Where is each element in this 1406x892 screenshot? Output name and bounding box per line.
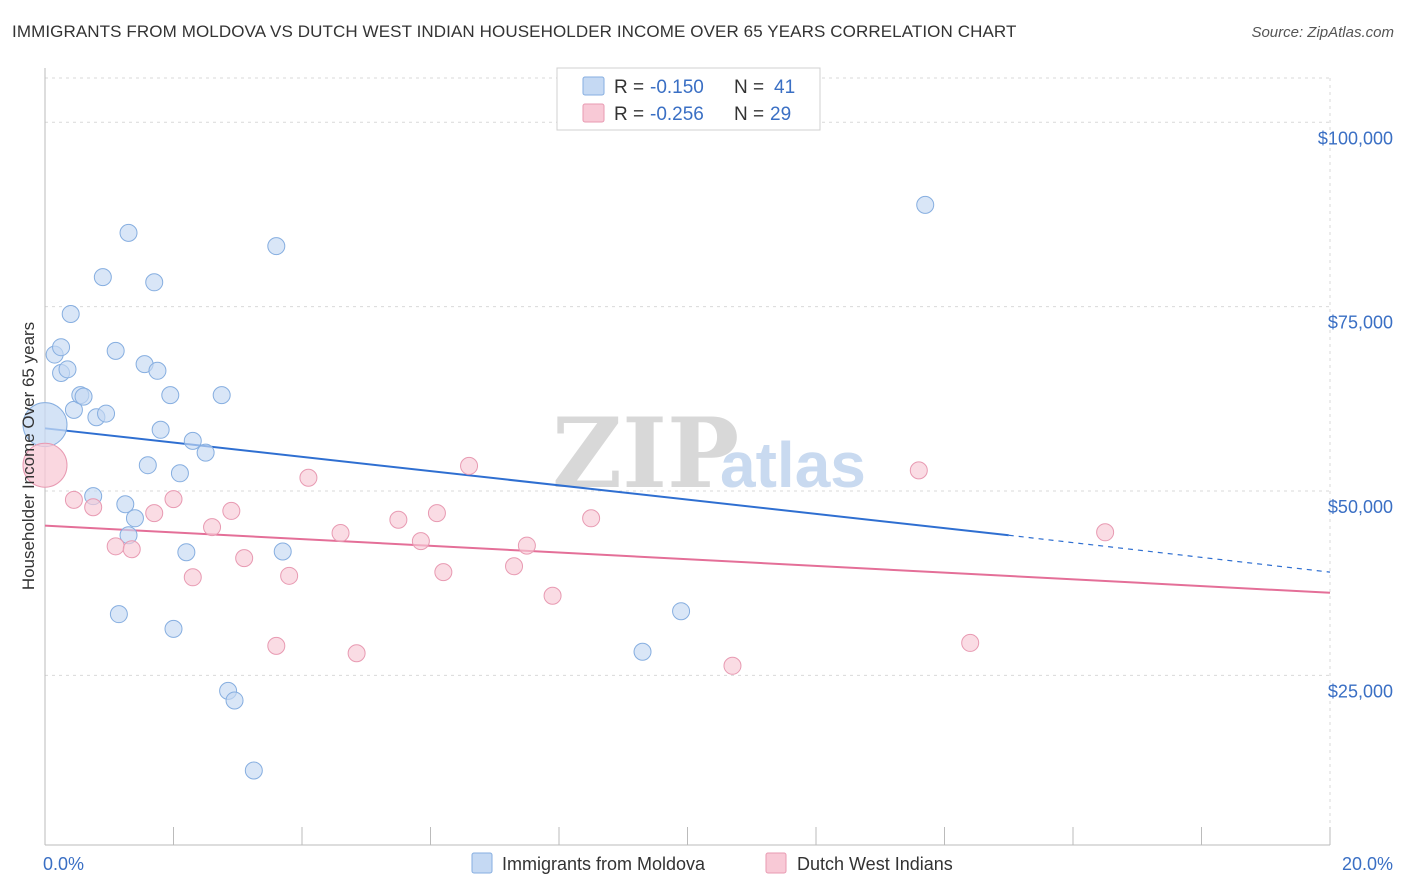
dutch-west-indian-point-7 <box>183 568 202 587</box>
moldova-point-10 <box>97 404 116 423</box>
moldova-point-5 <box>58 360 77 379</box>
x-tick-labels: 0.0% 20.0% <box>43 854 1393 874</box>
x-tick-label-1: 20.0% <box>1342 854 1393 874</box>
y-tick-labels: $25,000 $50,000 $75,000 $100,000 <box>1318 128 1393 701</box>
moldova-point-17 <box>151 420 170 439</box>
moldova-point-34 <box>225 691 244 710</box>
moldova-point-13 <box>119 223 138 242</box>
dutch-west-indian-point-19 <box>434 563 453 582</box>
moldova-point-25 <box>116 495 135 514</box>
dutch-west-indian-point-0 <box>22 442 68 488</box>
moldova-point-8 <box>74 387 93 406</box>
legend-r-label-2: R = <box>614 104 644 125</box>
dutch-west-indian-point-12 <box>280 566 299 585</box>
dutch-west-indian-point-17 <box>411 532 430 551</box>
moldova-point-18 <box>161 386 180 405</box>
legend-r-value-1: -0.150 <box>650 77 704 98</box>
watermark-zip: ZIP <box>552 397 739 510</box>
dutch-west-indian-point-2 <box>84 498 103 517</box>
dutch-west-indian-point-18 <box>427 504 446 523</box>
dutch-west-indian-point-25 <box>723 656 742 675</box>
dutch-west-indian-point-10 <box>235 549 254 568</box>
dutch-west-indian-point-16 <box>389 510 408 529</box>
moldova-trend-line-extension <box>1008 534 1331 573</box>
moldova-point-3 <box>61 305 80 323</box>
dutch-west-indian-point-15 <box>347 644 366 663</box>
moldova-point-22 <box>138 456 157 475</box>
dutch-west-indian-point-8 <box>203 518 222 537</box>
moldova-point-12 <box>106 341 125 360</box>
moldova-point-23 <box>170 464 189 483</box>
moldova-point-15 <box>145 273 164 292</box>
y-tick-label-2: $75,000 <box>1328 313 1393 333</box>
moldova-point-2 <box>52 338 71 357</box>
dutch-west-indian-point-13 <box>299 468 318 487</box>
bottom-legend-label-moldova: Immigrants from Moldova <box>502 854 706 874</box>
legend-r-value-2: -0.256 <box>650 104 704 125</box>
moldova-point-26 <box>125 509 144 528</box>
dutch-west-indian-point-6 <box>164 490 183 509</box>
moldova-point-21 <box>212 386 231 405</box>
bottom-legend-swatch-pink <box>765 852 787 874</box>
moldova-point-38 <box>916 195 935 214</box>
data-points <box>22 195 1115 780</box>
dutch-west-indian-point-26 <box>909 461 928 480</box>
legend-n-label-1: N = <box>734 77 764 98</box>
moldova-point-30 <box>273 542 292 561</box>
bottom-legend-label-dutch-west-indians: Dutch West Indians <box>797 854 953 874</box>
dutch-west-indian-point-20 <box>460 456 479 475</box>
dutch-west-indian-point-23 <box>543 586 562 605</box>
bottom-legend: Immigrants from Moldova Dutch West India… <box>471 852 953 874</box>
legend-n-label-2: N = <box>734 104 764 125</box>
dutch-west-indian-point-11 <box>267 636 286 655</box>
legend-n-value-1: 41 <box>774 77 795 98</box>
grid-lines <box>45 77 1331 845</box>
dutch-west-indian-point-5 <box>145 504 164 523</box>
moldova-point-28 <box>267 237 286 256</box>
top-legend: R = -0.150 N = 41 R = -0.256 N = 29 <box>556 67 821 131</box>
moldova-point-36 <box>633 642 652 661</box>
dutch-west-indian-point-1 <box>64 490 83 509</box>
chart-title: IMMIGRANTS FROM MOLDOVA VS DUTCH WEST IN… <box>12 22 1017 41</box>
dutch-west-indian-point-9 <box>222 501 241 520</box>
moldova-point-19 <box>183 431 202 450</box>
moldova-point-31 <box>109 605 128 624</box>
moldova-point-11 <box>93 268 112 287</box>
moldova-point-35 <box>244 761 263 780</box>
y-tick-label-3: $100,000 <box>1318 128 1393 148</box>
watermark-atlas: atlas <box>720 429 866 501</box>
x-tick-label-0: 0.0% <box>43 854 84 874</box>
dutch-west-indian-point-21 <box>505 557 524 576</box>
dutch-west-indian-point-24 <box>582 509 601 528</box>
dutch-west-indian-point-4 <box>122 540 141 559</box>
dutch-west-indian-point-27 <box>961 633 980 652</box>
moldova-point-29 <box>177 543 196 562</box>
chart-source: Source: ZipAtlas.com <box>1251 24 1394 41</box>
y-tick-label-1: $50,000 <box>1328 497 1393 517</box>
legend-r-label-1: R = <box>614 77 644 98</box>
legend-swatch-blue <box>582 76 605 96</box>
dutch-west-indian-point-22 <box>517 536 536 555</box>
legend-swatch-pink <box>582 103 605 123</box>
legend-n-value-2: 29 <box>770 104 791 125</box>
moldova-point-20 <box>196 443 215 462</box>
dutch-west-indian-point-14 <box>331 524 350 543</box>
dutch-west-indian-trend-line <box>44 524 1331 594</box>
moldova-point-32 <box>164 619 183 638</box>
dutch-west-indian-point-28 <box>1096 523 1115 542</box>
moldova-point-16 <box>148 361 167 380</box>
y-tick-label-0: $25,000 <box>1328 681 1393 701</box>
bottom-legend-swatch-blue <box>471 852 493 874</box>
y-axis-label: Householder Income Over 65 years <box>19 322 38 590</box>
dutch-west-indian-point-3 <box>106 537 125 556</box>
moldova-point-37 <box>672 602 691 621</box>
